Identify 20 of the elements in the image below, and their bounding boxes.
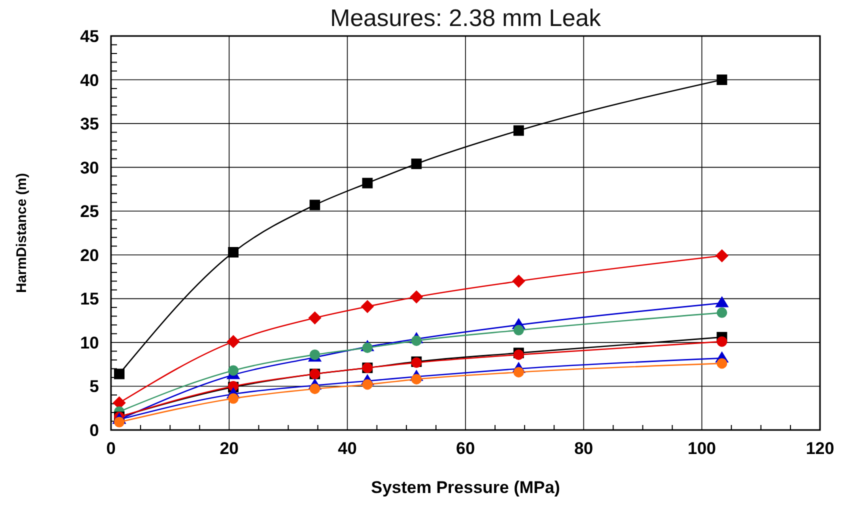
y-tick-label: 5 [90, 377, 99, 396]
y-tick-label: 0 [90, 421, 99, 440]
chart-title: Measures: 2.38 mm Leak [330, 5, 602, 32]
y-tick-label: 40 [80, 70, 99, 90]
y-axis-title: HarmDistance (m) [13, 173, 29, 293]
y-tick-label: 25 [80, 202, 99, 222]
x-tick-label: 40 [338, 439, 357, 458]
y-tick-label: 20 [80, 246, 99, 265]
y-tick-label: 45 [80, 27, 99, 46]
x-tick-label: 20 [220, 439, 239, 458]
x-axis-title: System Pressure (MPa) [371, 478, 560, 497]
x-tick-label: 100 [688, 439, 716, 458]
x-tick-label: 120 [806, 439, 834, 458]
y-tick-label: 15 [80, 290, 99, 309]
y-tick-label: 10 [80, 333, 99, 352]
y-tick-label: 35 [80, 114, 99, 134]
x-tick-label: 60 [456, 439, 475, 458]
x-tick-label: 80 [574, 439, 594, 458]
y-tick-label: 30 [80, 158, 99, 178]
x-tick-label: 0 [106, 439, 116, 458]
